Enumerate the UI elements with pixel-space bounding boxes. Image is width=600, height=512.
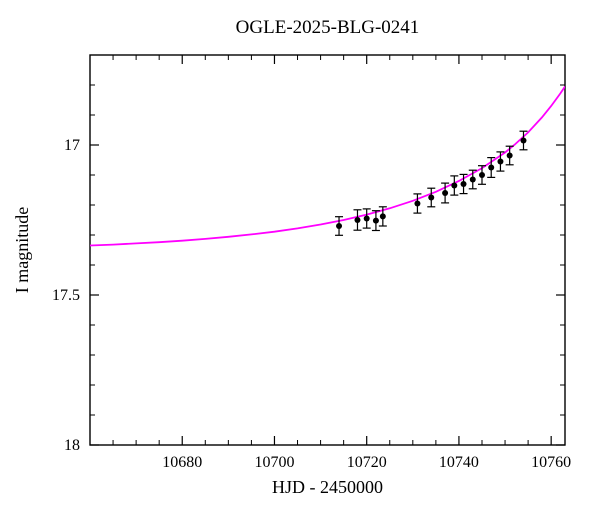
data-point — [451, 183, 457, 189]
data-point — [364, 216, 370, 222]
data-point — [354, 217, 360, 223]
chart-container: 10680 10700 10720 10740 10760 17 17.5 18 OGLE-20… — [0, 0, 600, 512]
x-tick-label: 10680 — [162, 454, 202, 471]
y-axis-label: I magnitude — [12, 207, 32, 293]
data-point — [373, 218, 379, 224]
chart-title: OGLE-2025-BLG-0241 — [236, 17, 420, 38]
y-tick-label: 18 — [64, 437, 80, 454]
data-point — [479, 172, 485, 178]
data-point — [470, 177, 476, 183]
data-point — [414, 201, 420, 207]
x-tick-label: 10740 — [439, 454, 479, 471]
data-point — [488, 165, 494, 171]
data-point — [428, 195, 434, 201]
data-point — [461, 181, 467, 187]
x-tick-label: 10760 — [531, 454, 571, 471]
data-point — [520, 138, 526, 144]
data-point — [380, 213, 386, 219]
lightcurve-chart: 10680 10700 10720 10740 10760 17 17.5 18 OGLE-20… — [0, 0, 600, 512]
data-point — [336, 223, 342, 229]
x-tick-label: 10700 — [254, 454, 294, 471]
data-point — [497, 159, 503, 165]
data-point — [442, 190, 448, 196]
y-tick-label: 17.5 — [52, 287, 80, 304]
data-point — [507, 153, 513, 159]
x-axis-label: HJD - 2450000 — [272, 477, 383, 497]
y-tick-label: 17 — [64, 137, 80, 154]
x-tick-label: 10720 — [347, 454, 387, 471]
